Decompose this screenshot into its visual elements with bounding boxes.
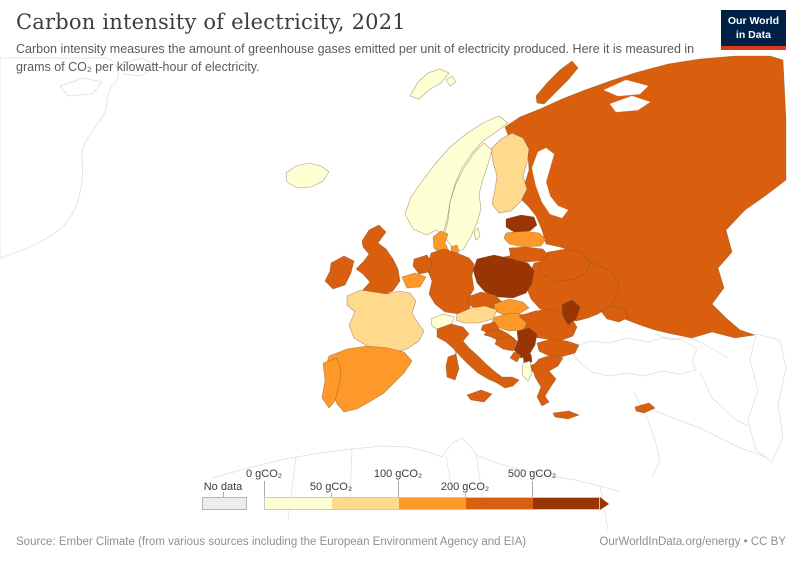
country-austria[interactable] [455, 305, 498, 324]
country-crimea[interactable] [599, 305, 630, 323]
country-sicily[interactable] [466, 389, 493, 403]
arctic-island-outline [59, 77, 103, 97]
chart-header: Carbon intensity of electricity, 2021 Ca… [16, 10, 716, 76]
country-italy[interactable] [436, 323, 520, 389]
barents-inlet [603, 79, 649, 97]
country-norway[interactable] [404, 115, 509, 236]
country-belgium[interactable] [401, 272, 427, 289]
country-portugal[interactable] [321, 357, 342, 409]
country-montenegro[interactable] [509, 351, 522, 363]
country-albania[interactable] [521, 360, 533, 382]
countries-layer [285, 55, 787, 420]
country-ireland[interactable] [324, 255, 355, 290]
country-latvia[interactable] [503, 230, 547, 248]
legend-no-data-swatch[interactable] [202, 497, 247, 510]
country-poland[interactable] [472, 254, 535, 299]
owid-logo-line1: Our World [727, 15, 779, 27]
country-belarus[interactable] [538, 248, 591, 282]
country-denmark[interactable] [432, 230, 450, 255]
owid-logo[interactable]: Our World in Data [720, 10, 786, 51]
country-sweden[interactable] [443, 142, 493, 251]
barents-inlet2 [609, 95, 651, 113]
country-estonia[interactable] [505, 214, 538, 233]
background-coastlines [0, 57, 787, 531]
greenland-outline [0, 57, 119, 259]
africa-border-lines [287, 448, 609, 531]
country-sardinia[interactable] [445, 353, 460, 381]
country-greece[interactable] [531, 354, 564, 407]
country-united-kingdom[interactable] [355, 224, 401, 298]
country-bulgaria[interactable] [536, 338, 580, 358]
white-sea [531, 147, 569, 219]
country-russia[interactable] [504, 55, 787, 339]
country-novaya-zemlya[interactable] [535, 60, 579, 105]
source-note: Source: Ember Climate (from various sour… [16, 536, 527, 548]
country-cyprus[interactable] [634, 402, 656, 414]
country-germany[interactable] [426, 248, 475, 315]
arctic-island-outline2 [119, 57, 159, 77]
country-moldova-top[interactable] [561, 299, 581, 326]
levant-coast [633, 391, 661, 479]
page-title: Carbon intensity of electricity, 2021 [16, 10, 406, 34]
owid-logo-line2: in Data [735, 28, 771, 41]
turkey-outline [573, 336, 698, 377]
legend-bin-50-100[interactable] [332, 498, 399, 509]
legend-bin-500-plus[interactable] [533, 498, 599, 509]
caucasus-borders [654, 333, 729, 359]
north-africa-coast [211, 437, 621, 493]
country-iceland[interactable] [285, 162, 330, 189]
country-svalbard[interactable] [409, 68, 450, 100]
caspian-outline [747, 333, 787, 463]
country-crete[interactable] [552, 410, 580, 420]
legend-color-bar [264, 497, 600, 510]
legend-bin-0-50[interactable] [265, 498, 332, 509]
legend-bin-100-200[interactable] [399, 498, 466, 509]
country-svalbard-east[interactable] [445, 75, 457, 87]
country-kosovo[interactable] [522, 353, 533, 364]
country-france[interactable] [346, 289, 425, 354]
page-subtitle: Carbon intensity measures the amount of … [16, 42, 695, 75]
legend-bin-200-500[interactable] [466, 498, 533, 509]
owid-link[interactable]: OurWorldInData.org/energy • CC BY [599, 536, 786, 548]
country-gotland[interactable] [473, 227, 481, 241]
country-bosnia-herzegovina[interactable] [494, 335, 518, 352]
country-finland[interactable] [490, 132, 530, 214]
country-netherlands[interactable] [412, 254, 433, 275]
